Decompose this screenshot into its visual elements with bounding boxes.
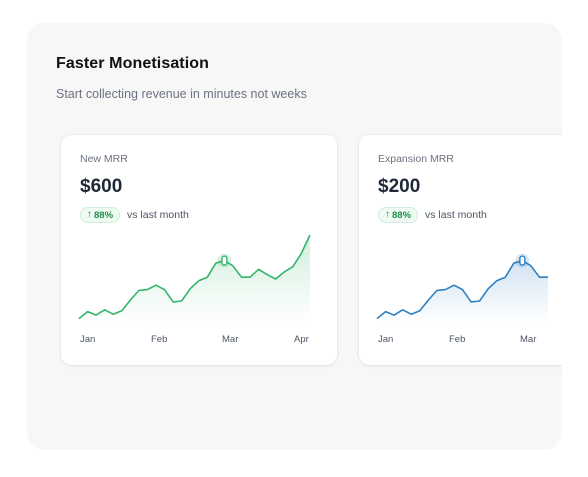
x-tick-label: Mar xyxy=(520,334,537,345)
comparison-text: vs last month xyxy=(425,209,487,221)
change-badge: ↑ 88% xyxy=(378,207,419,223)
expansion-mrr-chart xyxy=(376,253,548,323)
comparison-text: vs last month xyxy=(127,209,189,221)
section-subtitle: Start collecting revenue in minutes not … xyxy=(56,87,307,101)
area-fill xyxy=(79,235,310,323)
x-tick-label: Jan xyxy=(80,334,96,345)
arrow-up-icon: ↑ xyxy=(87,209,92,220)
card-value: $200 xyxy=(378,176,421,197)
feature-panel: Faster Monetisation Start collecting rev… xyxy=(27,23,562,450)
new-mrr-card: New MRR $600 ↑ 88% vs last month Jan Feb… xyxy=(61,135,337,365)
expansion-mrr-card: Expansion MRR $200 ↑ 88% vs last month J… xyxy=(359,135,562,365)
series-line xyxy=(78,234,311,320)
area-fill xyxy=(377,260,548,323)
change-percent: 88% xyxy=(94,209,114,221)
x-tick-label: Apr xyxy=(294,334,309,345)
arrow-up-icon: ↑ xyxy=(385,209,390,220)
card-label: Expansion MRR xyxy=(378,153,454,165)
card-value: $600 xyxy=(80,176,123,197)
x-tick-label: Mar xyxy=(222,334,239,345)
hover-marker[interactable] xyxy=(519,255,526,266)
x-tick-label: Feb xyxy=(151,334,168,345)
hover-marker[interactable] xyxy=(221,255,228,266)
card-label: New MRR xyxy=(80,153,128,165)
x-tick-label: Jan xyxy=(378,334,394,345)
section-title: Faster Monetisation xyxy=(56,55,210,72)
new-mrr-chart xyxy=(78,234,311,323)
x-tick-label: Feb xyxy=(449,334,466,345)
change-percent: 88% xyxy=(392,209,412,221)
change-badge: ↑ 88% xyxy=(80,207,121,223)
